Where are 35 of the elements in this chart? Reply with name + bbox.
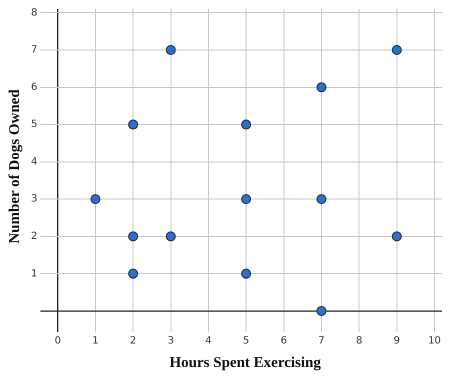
y-tick-label: 4 bbox=[30, 156, 38, 168]
point bbox=[128, 231, 138, 242]
y-tick-label: 1 bbox=[30, 268, 38, 280]
point bbox=[392, 231, 402, 242]
y-tick-label: 3 bbox=[30, 194, 38, 205]
point bbox=[316, 194, 326, 204]
x-axis-title: Hours Spent Exercising bbox=[169, 354, 322, 371]
y-tick-label: 6 bbox=[30, 82, 38, 93]
point bbox=[166, 45, 176, 56]
y-axis-title: Number of Dogs Owned bbox=[6, 88, 23, 244]
y-tick-label: 7 bbox=[30, 44, 38, 56]
point bbox=[316, 82, 326, 92]
point bbox=[392, 45, 402, 56]
y-tick-label: 2 bbox=[30, 230, 38, 242]
point bbox=[316, 306, 326, 316]
point bbox=[128, 120, 138, 130]
point bbox=[90, 194, 100, 204]
point bbox=[166, 231, 176, 242]
point bbox=[241, 120, 252, 130]
x-tick-label: 0 bbox=[54, 336, 61, 347]
x-tick-label: 8 bbox=[356, 336, 362, 347]
x-tick-label: 9 bbox=[394, 336, 400, 347]
point bbox=[241, 194, 252, 204]
x-tick-label: 10 bbox=[428, 336, 441, 347]
x-tick-label: 5 bbox=[242, 336, 250, 347]
y-tick-label: 8 bbox=[30, 7, 38, 18]
x-tick-label: 7 bbox=[318, 336, 325, 347]
x-tick-label: 3 bbox=[168, 336, 174, 347]
point bbox=[128, 268, 138, 279]
x-tick-label: 6 bbox=[280, 336, 287, 347]
x-tick-label: 2 bbox=[130, 336, 136, 347]
y-tick-label: 5 bbox=[30, 119, 38, 130]
point bbox=[241, 268, 252, 279]
x-tick-label: 4 bbox=[205, 336, 212, 347]
x-tick-label: 1 bbox=[92, 336, 99, 347]
